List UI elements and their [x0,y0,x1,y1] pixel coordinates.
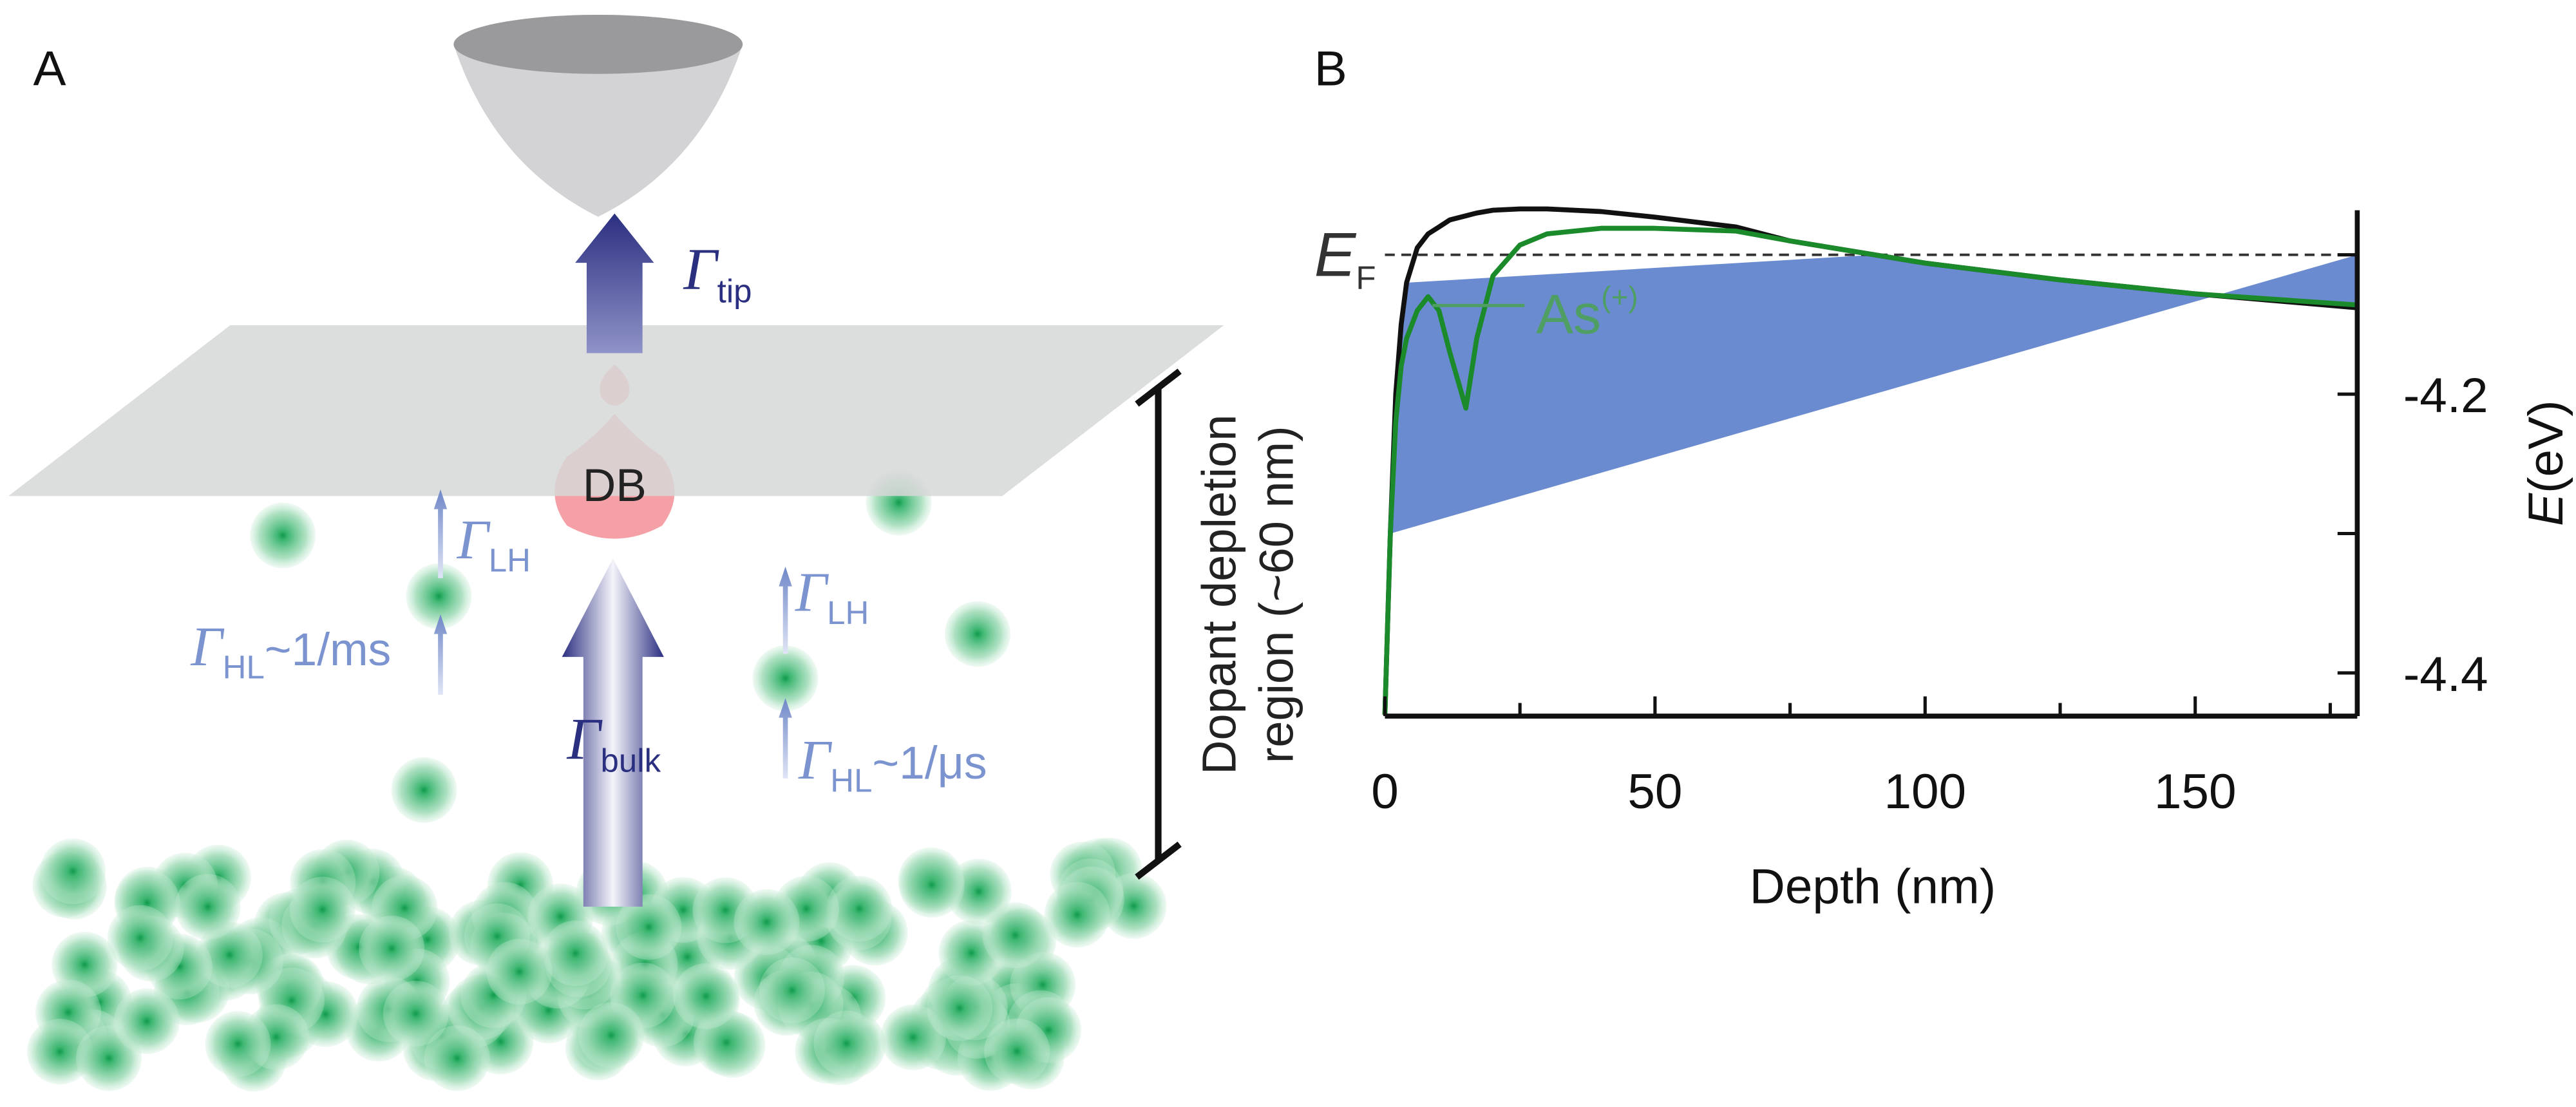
subscript: LH [489,542,531,579]
depletion-bracket [1135,368,1182,880]
dopant [40,838,106,905]
bracket-end [1135,841,1182,880]
dopant [759,957,826,1023]
unit: (eV) [2519,400,2573,493]
dopant [113,988,180,1054]
dopant [898,851,965,918]
dopant [175,874,241,940]
gamma-lh: ΓLH [795,562,869,631]
text: As [1536,284,1601,346]
depletion-label: Dopant depletion [1192,415,1245,775]
dopant [1044,882,1110,948]
dopant [205,1011,271,1077]
y-tick-label: -4.2 [2403,368,2488,423]
superscript: (+) [1601,280,1638,314]
filled-states [1390,254,2358,534]
dopant [752,645,819,712]
dopant [542,920,609,987]
x-tick-label: 150 [2154,764,2237,819]
symbol: Γ [456,509,491,571]
dopant [289,876,355,943]
x-axis-title: Depth (nm) [1750,860,1996,914]
dopant [982,902,1048,969]
symbol: Γ [566,706,603,771]
x-tick-label: 0 [1371,764,1399,819]
symbol: Γ [683,236,719,302]
dopant [984,1018,1050,1084]
subscript: HL [223,648,265,685]
dopant [383,980,449,1046]
dopant [813,1010,880,1077]
plot: 0 50 100 150 -4.2 -4.4 [1371,206,2488,819]
symbol: Γ [190,616,225,677]
gamma-hl: ΓHL~1/ms [190,616,391,685]
lh-arrow [433,489,448,578]
dopant [616,894,682,960]
tip-top [453,14,743,74]
x-tick-label: 100 [1884,764,1966,819]
tip-cone [453,44,743,217]
gamma-lh: ΓLH [456,509,531,578]
panel-label: B [1314,42,1347,97]
subscript: HL [830,762,872,799]
dopant [578,1002,645,1068]
x-tick-label: 50 [1627,764,1682,819]
dopant [734,889,800,955]
dopant [826,876,893,942]
dopant [250,502,316,569]
dopant [107,905,173,971]
depletion-label: region (~60 nm) [1250,426,1303,763]
dopant [486,938,553,1005]
subscript: F [1356,260,1376,296]
hl-arrow [433,614,448,695]
bracket-end [1135,368,1182,407]
rate: ~1/μs [872,737,987,789]
bulk-arrow [562,558,664,907]
symbol: Γ [798,729,833,791]
dopant [424,1025,490,1092]
dopant-cluster [27,469,1167,1092]
gamma-hl: ΓHL~1/μs [798,729,987,799]
surface-plane [8,325,1224,497]
y-tick-label: -4.4 [2403,647,2488,702]
subscript: tip [717,272,752,309]
lh-arrow [779,566,792,654]
tip-arrow [575,213,654,354]
dopant [27,1019,93,1085]
dopant [927,975,993,1041]
annotation: As(+) [1536,280,1638,346]
dopant [406,563,472,629]
panel-label: A [33,42,66,97]
symbol: E [2519,493,2573,526]
dopant [359,915,425,981]
thin-arrows [433,489,792,779]
fermi-label: EF [1314,219,1376,296]
gamma-tip: Γtip [683,236,752,309]
rate: ~1/ms [265,624,391,676]
symbol: Γ [795,562,829,623]
subscript: bulk [601,743,661,779]
y-axis-title: E(eV) [2519,400,2573,526]
gamma-bulk: Γbulk [566,706,661,779]
dopant [673,963,739,1029]
symbol: E [1314,219,1357,289]
dopant [944,601,1010,667]
dopant [391,757,457,823]
hl-arrow [779,697,792,779]
subscript: LH [827,594,869,631]
db-label: DB [583,460,647,511]
